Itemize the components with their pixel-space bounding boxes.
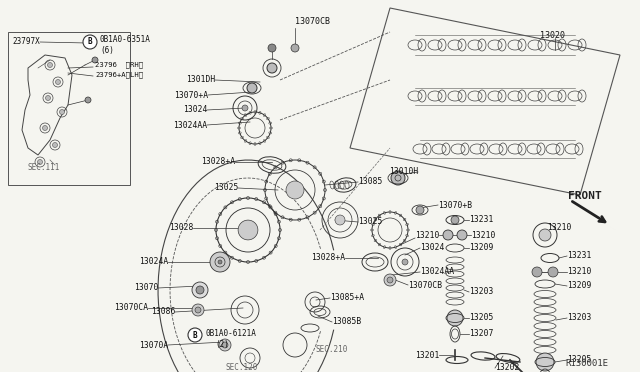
Circle shape [52,142,58,148]
Text: B: B [88,38,92,46]
Text: 13028+A: 13028+A [201,157,235,167]
Text: FRONT: FRONT [568,191,602,201]
Text: 13205: 13205 [567,356,591,365]
Text: 13209: 13209 [469,244,493,253]
Text: 13231: 13231 [469,215,493,224]
Text: (6): (6) [100,45,114,55]
Circle shape [391,171,405,185]
Text: 13024AA: 13024AA [420,267,454,276]
Circle shape [536,353,554,371]
Text: 13028: 13028 [168,224,193,232]
Text: 13210: 13210 [567,267,591,276]
Circle shape [192,304,204,316]
Text: 13070CA: 13070CA [114,304,148,312]
Circle shape [85,97,91,103]
Circle shape [45,96,51,100]
Circle shape [447,310,463,326]
Text: SEC.111: SEC.111 [28,164,60,173]
Text: 13205: 13205 [469,314,493,323]
Text: 13210: 13210 [415,231,439,240]
Text: R130001E: R130001E [565,359,608,368]
Text: 13202: 13202 [495,363,520,372]
Circle shape [247,83,257,93]
Circle shape [47,62,52,67]
Text: 23796+A〈LH〉: 23796+A〈LH〉 [95,72,143,78]
Circle shape [286,181,304,199]
Text: 23797X: 23797X [12,38,40,46]
Text: 13070+B: 13070+B [438,201,472,209]
Circle shape [451,216,459,224]
Circle shape [192,282,208,298]
Circle shape [291,44,299,52]
Circle shape [548,267,558,277]
Text: 13201: 13201 [415,350,439,359]
Text: 23796  〈RH〉: 23796 〈RH〉 [95,62,143,68]
Text: 13207: 13207 [469,330,493,339]
Circle shape [268,44,276,52]
Circle shape [60,109,65,115]
Text: 13210: 13210 [471,231,495,240]
Text: SEC.120: SEC.120 [225,363,257,372]
Text: 0B1A0-6121A: 0B1A0-6121A [205,330,256,339]
Text: 13024AA: 13024AA [173,121,207,129]
Circle shape [532,267,542,277]
Circle shape [195,307,201,313]
Circle shape [210,252,230,272]
Circle shape [539,229,551,241]
Text: 13025: 13025 [214,183,238,192]
Circle shape [267,63,277,73]
Text: 0B1A0-6351A: 0B1A0-6351A [100,35,151,45]
Circle shape [218,260,222,264]
Text: 13024: 13024 [420,244,444,253]
Text: 13028+A: 13028+A [311,253,345,263]
Text: 13231: 13231 [567,251,591,260]
Text: 13070CB: 13070CB [295,17,330,26]
Text: 13025: 13025 [358,218,382,227]
Text: 13086: 13086 [150,308,175,317]
Circle shape [335,215,345,225]
Text: B: B [193,330,197,340]
Circle shape [83,35,97,49]
Circle shape [42,125,47,131]
Text: 13024: 13024 [182,106,207,115]
Text: 13203: 13203 [567,314,591,323]
Circle shape [196,286,204,294]
Text: 13070CB: 13070CB [408,280,442,289]
Text: 13020: 13020 [540,31,565,39]
Text: 13070: 13070 [134,283,158,292]
Circle shape [92,57,98,63]
Circle shape [188,328,202,342]
Text: 13085B: 13085B [332,317,361,327]
Circle shape [56,80,61,84]
Circle shape [38,160,42,164]
Text: (2): (2) [215,340,229,349]
Text: 13210: 13210 [547,224,572,232]
Text: 13085: 13085 [358,177,382,186]
Circle shape [387,277,393,283]
Text: 13070+A: 13070+A [174,90,208,99]
Circle shape [242,105,248,111]
Circle shape [457,230,467,240]
Text: 13203: 13203 [469,288,493,296]
Text: 13024A: 13024A [139,257,168,266]
Text: 13010H: 13010H [388,167,418,176]
Text: 13085+A: 13085+A [330,294,364,302]
Text: 13209: 13209 [567,282,591,291]
Text: SEC.210: SEC.210 [315,346,348,355]
Circle shape [219,339,231,351]
Circle shape [402,259,408,265]
Text: 1301DH: 1301DH [186,76,215,84]
Text: 13070A: 13070A [139,340,168,350]
Circle shape [384,274,396,286]
Circle shape [443,230,453,240]
Circle shape [416,206,424,214]
Circle shape [238,220,258,240]
Circle shape [222,342,228,348]
